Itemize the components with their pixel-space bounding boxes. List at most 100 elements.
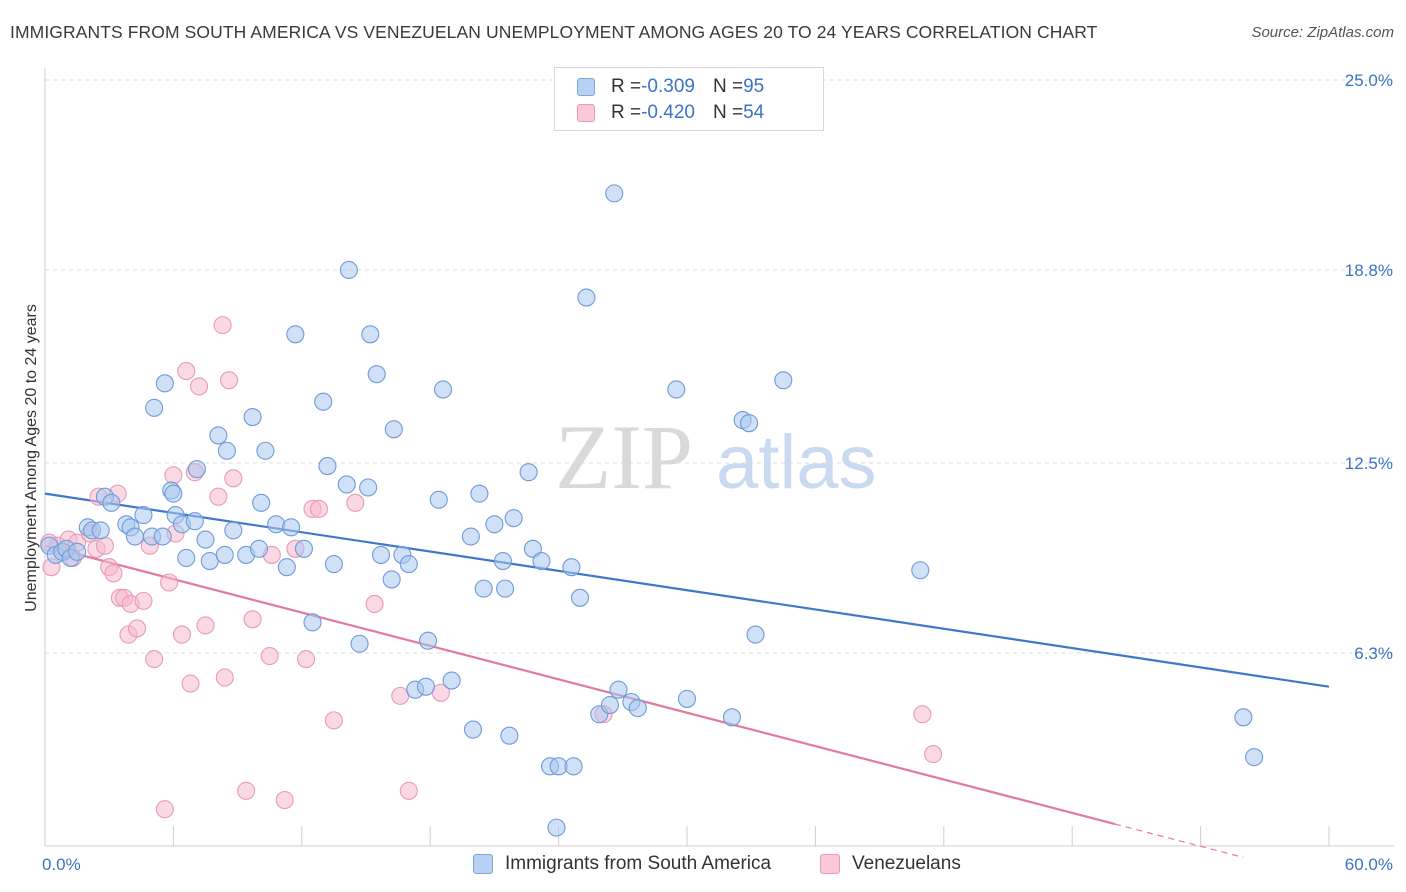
- venezuelans-point: [127, 619, 147, 638]
- bottom-legend-venezuelans: Venezuelans: [820, 851, 961, 877]
- venezuelans-point: [913, 705, 932, 724]
- immigrants-point: [282, 518, 301, 537]
- immigrants-point: [667, 380, 686, 399]
- bottom-legend-label: Venezuelans: [852, 853, 961, 874]
- legend-r-label: R =: [611, 102, 642, 123]
- legend-r-value: -0.309: [641, 76, 695, 97]
- venezuelans-point: [213, 316, 232, 335]
- immigrants-point: [243, 407, 262, 427]
- legend-row-immigrants: R = -0.309 N = 95: [577, 74, 764, 100]
- immigrants-point: [532, 551, 551, 571]
- venezuelans-point: [95, 536, 114, 555]
- venezuelans-point: [324, 711, 343, 730]
- immigrants-point: [102, 493, 121, 512]
- immigrants-point: [177, 548, 196, 568]
- legend-n-value: 54: [743, 102, 765, 123]
- venezuelans-point: [145, 650, 164, 669]
- watermark-atlas: atlas: [716, 420, 877, 505]
- source-credit: Source: ZipAtlas.com: [1251, 24, 1394, 41]
- legend-n-label: N =: [712, 102, 744, 123]
- immigrants-point: [564, 757, 583, 776]
- immigrants-point: [774, 371, 793, 390]
- venezuelans-point: [924, 745, 943, 764]
- immigrants-point: [547, 818, 566, 837]
- immigrants-point: [367, 365, 386, 384]
- immigrants-point: [68, 542, 87, 561]
- immigrants-point: [153, 527, 172, 546]
- x-tick-label: 0.0%: [42, 855, 81, 874]
- immigrants-point: [339, 260, 358, 280]
- x-tick-label: 60.0%: [1345, 855, 1393, 874]
- y-tick-label: 18.8%: [1345, 261, 1393, 280]
- immigrants-point: [359, 478, 378, 497]
- watermark-zip: ZIP: [555, 406, 693, 508]
- venezuelans-trend-extension: [1114, 823, 1244, 859]
- immigrants-point: [609, 680, 628, 699]
- immigrants-points: [40, 184, 1264, 837]
- immigrants-point: [371, 545, 391, 564]
- immigrants-point: [217, 441, 236, 460]
- immigrants-point: [1234, 708, 1253, 727]
- immigrants-point: [442, 671, 461, 690]
- y-tick-label: 6.3%: [1354, 644, 1393, 663]
- venezuelans-point: [224, 469, 243, 488]
- venezuelans-point: [215, 668, 234, 687]
- venezuelans-point: [160, 573, 179, 592]
- venezuelans-point: [243, 610, 262, 629]
- immigrants-point: [677, 689, 697, 708]
- venezuelans-point: [399, 781, 418, 800]
- legend-swatch-blue: [577, 78, 595, 96]
- venezuelans-point: [164, 466, 183, 485]
- immigrants-point: [224, 521, 243, 540]
- venezuelans-point: [181, 674, 200, 693]
- immigrants-point: [252, 493, 271, 512]
- immigrants-point: [461, 527, 480, 546]
- immigrants-point: [164, 484, 183, 503]
- bottom-legend-swatch-blue: [473, 854, 493, 874]
- legend-n-label: N =: [712, 76, 744, 97]
- immigrants-point: [314, 392, 333, 411]
- immigrants-point: [91, 521, 110, 540]
- immigrants-point: [504, 509, 523, 528]
- y-axis-label: Unemployment Among Ages 20 to 24 years: [23, 304, 40, 612]
- venezuelans-point: [365, 594, 384, 613]
- immigrants-point: [628, 699, 647, 718]
- y-tick-label: 25.0%: [1345, 71, 1393, 90]
- venezuelans-point: [172, 625, 192, 644]
- immigrants-point: [570, 588, 590, 607]
- immigrants-point: [361, 325, 380, 344]
- venezuelans-point: [190, 377, 209, 396]
- immigrants-point: [605, 184, 624, 203]
- grid-lines: [45, 79, 1394, 654]
- immigrants-point: [215, 545, 234, 564]
- venezuelans-point: [209, 487, 228, 506]
- immigrants-point: [324, 555, 343, 574]
- legend-n-value: 95: [743, 76, 765, 97]
- immigrants-point: [474, 579, 493, 598]
- venezuelans-point: [104, 564, 123, 583]
- watermark: ZIP atlas: [555, 406, 877, 508]
- immigrants-point: [196, 530, 215, 549]
- venezuelans-point: [275, 790, 294, 810]
- venezuelans-point: [260, 646, 279, 666]
- immigrants-point: [249, 539, 269, 558]
- venezuelans-point: [219, 371, 239, 390]
- legend-row-venezuelans: R = -0.420 N = 54: [577, 100, 764, 126]
- venezuelans-point: [346, 493, 365, 512]
- venezuelans-point: [309, 499, 328, 519]
- immigrants-point: [496, 579, 515, 598]
- immigrants-point: [187, 460, 206, 479]
- immigrants-point: [470, 484, 489, 503]
- bottom-legend-swatch-pink: [820, 854, 840, 874]
- immigrants-point: [463, 720, 483, 739]
- venezuelans-point: [297, 650, 316, 669]
- immigrants-point: [416, 677, 435, 696]
- immigrants-point: [429, 490, 448, 509]
- immigrants-point: [399, 555, 418, 574]
- immigrants-point: [523, 539, 542, 558]
- immigrants-point: [337, 475, 356, 494]
- bottom-legend-immigrants: Immigrants from South America: [473, 851, 771, 877]
- venezuelans-trend-line: [44, 544, 1116, 826]
- stats-legend: R = -0.309 N = 95 R = -0.420 N = 54: [554, 67, 824, 131]
